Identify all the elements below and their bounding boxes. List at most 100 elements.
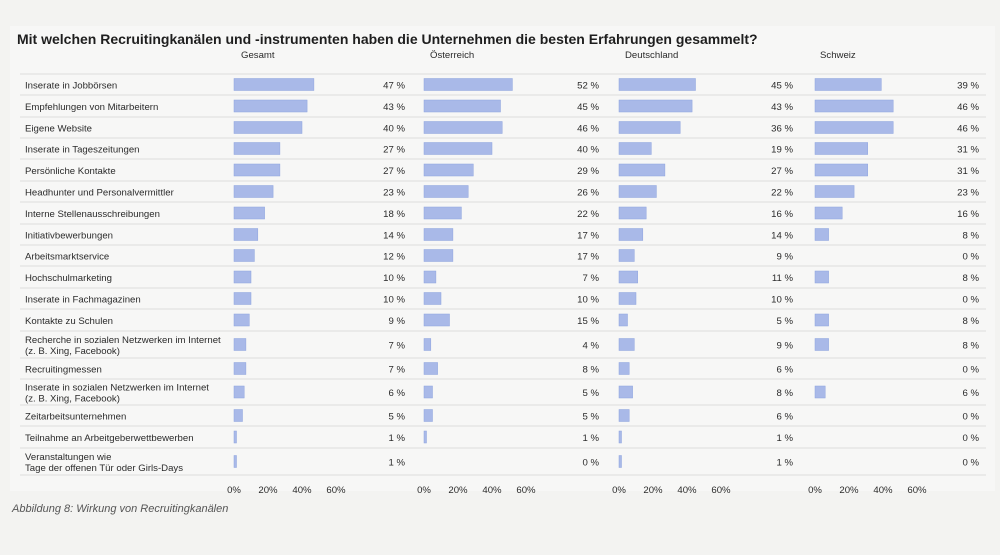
bar: [618, 292, 637, 305]
data-label: 31 %: [957, 166, 979, 177]
data-label: 6 %: [388, 388, 405, 399]
data-label: 43 %: [383, 102, 405, 113]
tick-label: 40%: [482, 485, 502, 496]
bar: [618, 385, 633, 399]
bar: [814, 142, 868, 155]
data-label: 5 %: [582, 388, 599, 399]
bar: [618, 249, 635, 262]
category-label: Empfehlungen von Mitarbeitern: [25, 102, 158, 113]
tick-label: 40%: [292, 485, 312, 496]
category-label: Arbeitsmarktservice: [25, 252, 109, 263]
bar: [233, 385, 245, 399]
bar: [618, 455, 622, 468]
bar: [814, 206, 843, 220]
data-label: 6 %: [962, 388, 979, 399]
bar: [423, 185, 469, 198]
bar: [814, 163, 868, 177]
bar: [618, 430, 622, 444]
tick-label: 0%: [808, 485, 822, 496]
bar: [814, 313, 829, 327]
bar: [233, 338, 247, 351]
bar: [618, 270, 638, 284]
data-label: 8 %: [962, 316, 979, 327]
data-label: 16 %: [957, 209, 979, 220]
data-label: 31 %: [957, 145, 979, 156]
bar: [618, 313, 628, 327]
bar: [423, 142, 493, 155]
category-label: Inserate in Tageszeitungen: [25, 145, 140, 156]
data-label: 23 %: [383, 188, 405, 199]
bar: [423, 430, 427, 444]
bar: [233, 228, 259, 241]
data-label: 6 %: [776, 412, 793, 423]
data-label: 36 %: [771, 124, 793, 135]
data-label: 0 %: [962, 295, 979, 306]
data-label: 8 %: [962, 273, 979, 284]
bar: [423, 99, 501, 113]
data-label: 40 %: [577, 145, 599, 156]
data-label: 0 %: [962, 412, 979, 423]
data-label: 46 %: [957, 124, 979, 135]
data-label: 0 %: [962, 365, 979, 376]
bar: [423, 292, 442, 305]
bar: [233, 409, 243, 422]
data-label: 5 %: [776, 316, 793, 327]
data-label: 18 %: [383, 209, 405, 220]
tick-label: 20%: [258, 485, 278, 496]
tick-label: 60%: [516, 485, 536, 496]
category-label: Zeitarbeitsunternehmen: [25, 412, 126, 423]
data-label: 52 %: [577, 81, 599, 92]
data-label: 23 %: [957, 188, 979, 199]
data-label: 22 %: [771, 188, 793, 199]
bar: [233, 292, 252, 305]
data-label: 14 %: [771, 231, 793, 242]
bar: [423, 206, 462, 220]
data-label: 46 %: [577, 124, 599, 135]
category-label: Inserate in Jobbörsen: [25, 81, 117, 92]
tick-label: 0%: [227, 485, 241, 496]
data-label: 11 %: [772, 273, 794, 284]
data-label: 17 %: [577, 231, 599, 242]
bar: [233, 142, 281, 155]
data-label: 0 %: [962, 252, 979, 263]
bar: [814, 78, 882, 91]
bar: [618, 163, 666, 177]
series-header: Österreich: [430, 50, 474, 61]
tick-label: 60%: [711, 485, 731, 496]
tick-label: 60%: [326, 485, 346, 496]
tick-label: 60%: [907, 485, 927, 496]
bar: [233, 163, 281, 177]
bar: [618, 362, 630, 375]
bar: [814, 99, 894, 113]
bar: [618, 142, 652, 155]
data-label: 9 %: [776, 341, 793, 352]
tick-label: 20%: [839, 485, 859, 496]
bar: [423, 385, 433, 399]
category-label: Kontakte zu Schulen: [25, 316, 113, 327]
tick-label: 0%: [417, 485, 431, 496]
data-label: 17 %: [577, 252, 599, 263]
bar: [814, 228, 829, 241]
category-label: Eigene Website: [25, 124, 92, 135]
data-label: 1 %: [388, 458, 405, 469]
data-label: 27 %: [383, 145, 405, 156]
data-label: 1 %: [776, 433, 793, 444]
data-label: 7 %: [582, 273, 599, 284]
bar: [423, 362, 438, 375]
category-label: (z. B. Xing, Facebook): [25, 346, 120, 357]
data-label: 45 %: [771, 81, 793, 92]
category-label: Tage der offenen Tür oder Girls-Days: [25, 463, 183, 474]
bar: [423, 121, 503, 134]
data-label: 4 %: [582, 341, 599, 352]
series-header: Gesamt: [241, 50, 275, 61]
data-label: 29 %: [577, 166, 599, 177]
data-label: 19 %: [771, 145, 793, 156]
data-label: 0 %: [962, 458, 979, 469]
bar: [814, 270, 829, 284]
data-label: 7 %: [388, 341, 405, 352]
bar: [423, 270, 437, 284]
category-label: Interne Stellenausschreibungen: [25, 209, 160, 220]
bar: [423, 228, 454, 241]
category-label: Recherche in sozialen Netzwerken im Inte…: [25, 335, 221, 346]
